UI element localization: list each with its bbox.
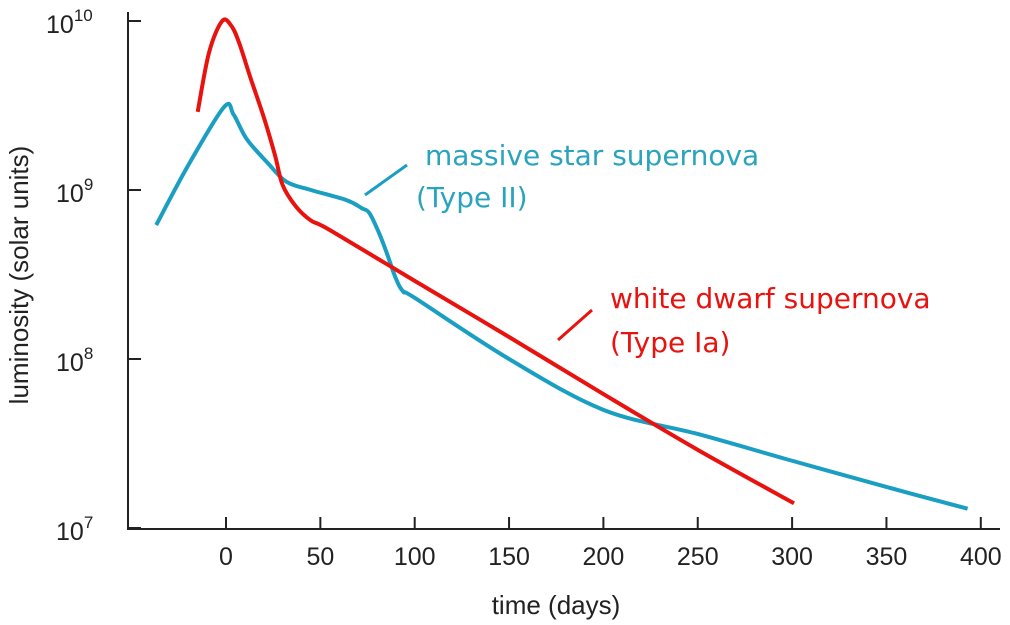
y-tick-label: 107 — [56, 513, 93, 546]
y-tick-label: 108 — [56, 344, 93, 377]
x-axis-label: time (days) — [492, 590, 621, 620]
annotations: massive star supernova (Type II) white d… — [364, 139, 931, 359]
type-ii-leader-line — [364, 163, 408, 197]
x-ticks: 0 50 100 150 200 250 300 350 400 — [219, 517, 1002, 571]
axes — [127, 12, 1000, 530]
x-tick-label: 0 — [219, 543, 233, 571]
type-ia-label-line1: white dwarf supernova — [610, 282, 931, 315]
y-tick-base: 10 — [46, 11, 74, 39]
x-tick-label: 200 — [583, 543, 625, 571]
y-tick-label: 109 — [56, 175, 93, 208]
x-tick-label: 100 — [394, 543, 436, 571]
y-tick-exponent: 10 — [74, 6, 93, 25]
y-tick-exponent: 7 — [84, 513, 93, 532]
x-tick-label: 400 — [960, 543, 1002, 571]
type-ii-curve — [154, 101, 969, 511]
x-tick-label: 350 — [866, 543, 908, 571]
type-ia-curve — [195, 17, 795, 506]
type-ii-label-line1: massive star supernova — [425, 139, 759, 172]
series-lines — [154, 17, 969, 511]
x-tick-label: 300 — [771, 543, 813, 571]
y-tick-exponent: 9 — [84, 175, 93, 194]
x-tick-label: 50 — [306, 543, 334, 571]
y-axis-label: luminosity (solar units) — [4, 146, 34, 405]
y-tick-exponent: 8 — [84, 344, 93, 363]
x-tick-label: 250 — [677, 543, 719, 571]
y-tick-base: 10 — [56, 518, 84, 546]
y-tick-label: 1010 — [46, 6, 93, 39]
type-ii-label-line2: (Type II) — [416, 181, 528, 214]
y-tick-base: 10 — [56, 349, 84, 377]
x-tick-label: 150 — [488, 543, 530, 571]
y-tick-base: 10 — [56, 180, 84, 208]
type-ia-label-line2: (Type Ia) — [610, 326, 730, 359]
type-ia-leader-line — [557, 308, 593, 342]
